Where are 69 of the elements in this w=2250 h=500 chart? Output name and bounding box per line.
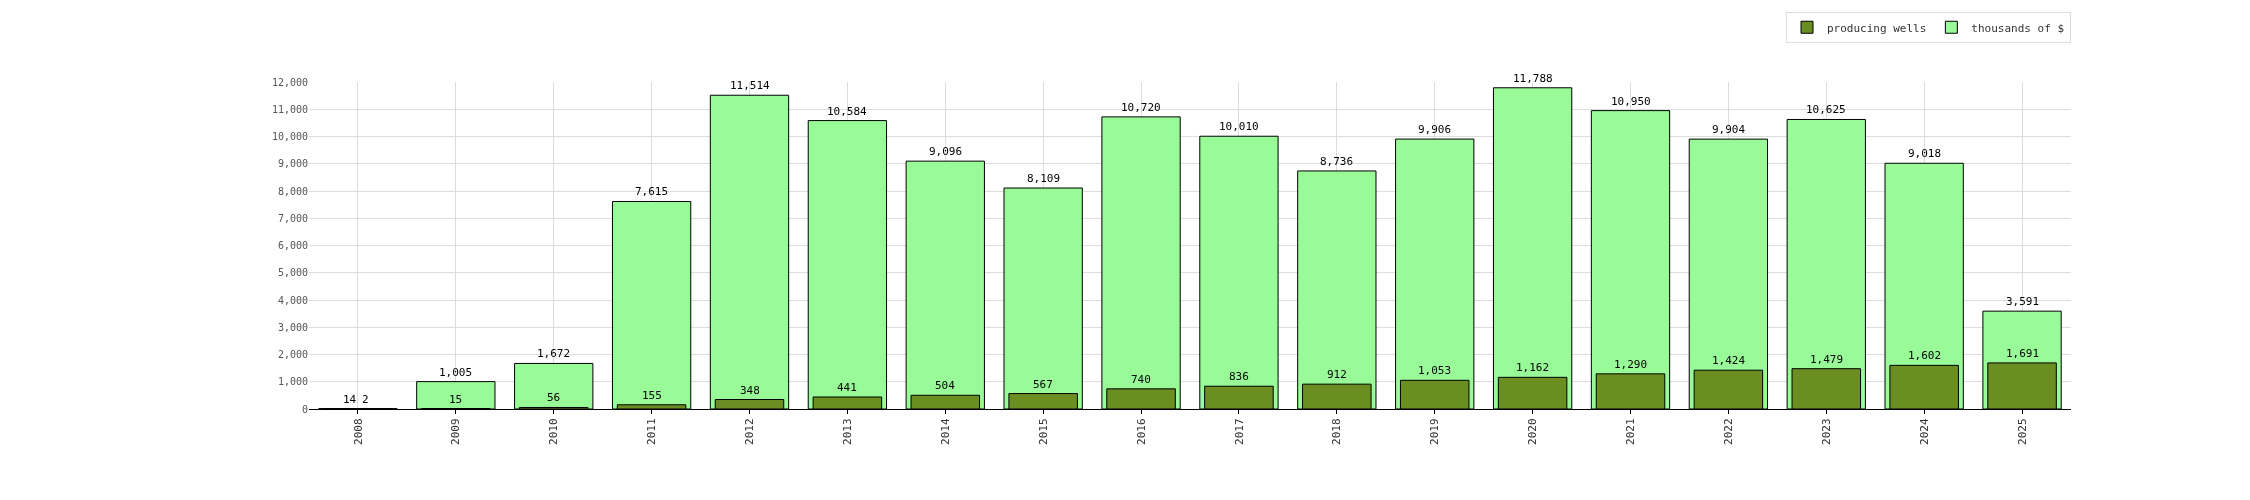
x-tick-label: 2011 xyxy=(645,418,659,445)
data-label: 836 xyxy=(1229,370,1249,383)
x-tick-label: 2016 xyxy=(1134,418,1148,445)
data-label: 1,672 xyxy=(537,347,571,360)
x-tick-label: 2012 xyxy=(743,418,757,445)
data-label: 740 xyxy=(1131,373,1151,386)
data-label: 14 xyxy=(343,393,357,406)
legend-label: producing wells xyxy=(1827,21,1927,35)
data-label: 9,906 xyxy=(1418,123,1452,136)
data-label: 10,950 xyxy=(1611,95,1651,108)
data-label: 15 xyxy=(449,393,463,406)
data-label: 2 xyxy=(362,393,369,406)
data-label: 56 xyxy=(547,391,561,404)
y-tick-label: 11,000 xyxy=(271,103,308,115)
x-tick-label: 2022 xyxy=(1721,418,1735,445)
y-tick-label: 1,000 xyxy=(277,376,308,388)
data-label: 9,096 xyxy=(929,145,963,158)
data-label: 1,424 xyxy=(1712,354,1746,367)
y-tick-label: 8,000 xyxy=(277,185,308,197)
data-label: 11,788 xyxy=(1513,72,1553,85)
legend-label: thousands of $ xyxy=(1971,21,2065,35)
x-tick-label: 2023 xyxy=(1819,418,1833,445)
x-tick-label: 2017 xyxy=(1232,418,1246,445)
x-tick-label: 2025 xyxy=(2015,418,2029,445)
data-label: 1,479 xyxy=(1810,353,1844,366)
data-label: 1,162 xyxy=(1516,361,1550,374)
x-tick-label: 2009 xyxy=(449,418,463,445)
x-tick-label: 2010 xyxy=(547,418,561,445)
y-tick-label: 5,000 xyxy=(277,267,308,279)
x-tick-label: 2018 xyxy=(1330,418,1344,445)
data-label: 1,053 xyxy=(1418,364,1452,377)
y-tick-label: 4,000 xyxy=(277,294,308,306)
data-label: 441 xyxy=(837,381,857,394)
y-tick-label: 7,000 xyxy=(277,212,308,224)
data-label: 9,018 xyxy=(1908,147,1942,160)
data-label: 567 xyxy=(1033,378,1053,391)
data-label: 3,591 xyxy=(2006,295,2040,308)
x-tick-label: 2020 xyxy=(1526,418,1540,445)
x-tick-label: 2008 xyxy=(351,418,365,445)
data-label: 1,290 xyxy=(1614,358,1648,371)
x-tick-label: 2013 xyxy=(840,418,854,445)
data-label: 10,584 xyxy=(827,105,868,118)
data-label: 7,615 xyxy=(635,185,669,198)
data-label: 10,625 xyxy=(1806,103,1846,116)
data-label: 912 xyxy=(1327,368,1347,381)
y-tick-label: 2,000 xyxy=(277,349,308,360)
data-label: 11,514 xyxy=(730,79,771,92)
y-tick-label: 3,000 xyxy=(277,321,308,333)
data-label: 1,691 xyxy=(2006,347,2040,360)
data-label: 1,602 xyxy=(1908,349,1942,362)
data-label: 155 xyxy=(642,389,662,402)
data-label: 348 xyxy=(740,384,760,397)
x-tick-label: 2019 xyxy=(1428,418,1442,445)
x-tick-label: 2015 xyxy=(1036,418,1050,445)
y-tick-label: 12,000 xyxy=(271,76,308,88)
x-tick-label: 2014 xyxy=(938,418,952,445)
y-tick-label: 10,000 xyxy=(271,131,308,142)
data-label: 8,109 xyxy=(1027,172,1061,185)
y-tick-label: 0 xyxy=(301,403,308,415)
y-tick-label: 6,000 xyxy=(277,240,308,251)
data-label: 504 xyxy=(935,379,956,392)
data-label: 10,720 xyxy=(1121,101,1161,114)
data-label: 8,736 xyxy=(1320,155,1354,168)
data-label: 10,010 xyxy=(1219,120,1259,133)
data-label: 9,904 xyxy=(1712,123,1746,136)
x-tick-label: 2021 xyxy=(1624,418,1638,445)
data-label: 1,005 xyxy=(439,366,473,379)
x-tick-label: 2024 xyxy=(1917,418,1931,445)
y-tick-label: 9,000 xyxy=(277,158,308,170)
